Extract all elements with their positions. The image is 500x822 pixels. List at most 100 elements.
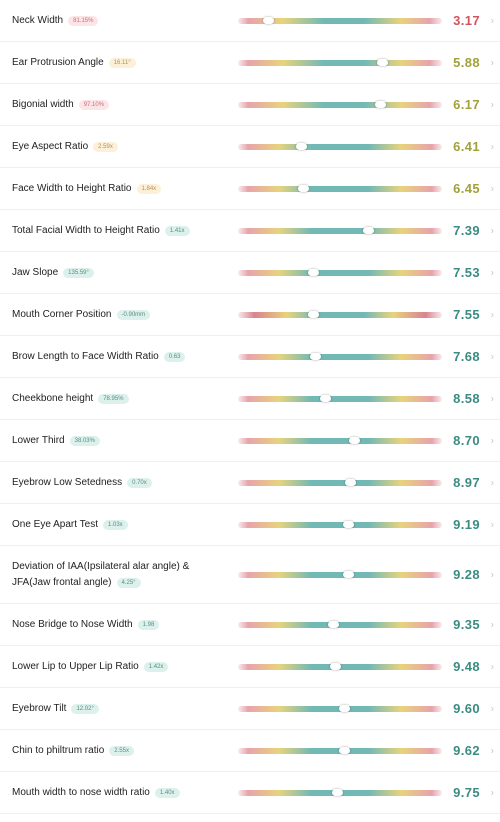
chevron-right-icon[interactable]: › [490,57,494,68]
chevron-right-icon[interactable]: › [490,267,494,278]
metric-score: 7.39 [453,222,480,238]
score-marker-handle [307,311,319,318]
metric-label-area: One Eye Apart Test 1.03x [12,504,227,545]
metric-value-badge: 12.02° [71,703,99,714]
chevron-right-icon[interactable]: › [490,183,494,194]
score-marker-handle [263,17,275,24]
chevron-right-icon[interactable]: › [490,787,494,798]
score-marker-handle [342,521,354,528]
metric-row[interactable]: Mouth Corner Position -0.90mm 7.55 › [0,294,500,336]
metric-score: 7.68 [453,348,480,364]
metric-value-badge: 97.10% [78,99,110,110]
score-gradient-bar [238,59,442,66]
score-marker-handle [377,59,389,66]
metric-row[interactable]: Total Facial Width to Height Ratio 1.41x … [0,210,500,252]
metric-row[interactable]: Brow Length to Face Width Ratio 0.63 7.68… [0,336,500,378]
metric-score: 8.97 [453,474,480,490]
metric-label-area: Chin to philtrum ratio 2.55x [12,730,227,771]
chevron-right-icon[interactable]: › [490,15,494,26]
metric-score: 6.45 [453,180,480,196]
chevron-right-icon[interactable]: › [490,225,494,236]
metric-row[interactable]: Lower Third 38.03% 8.70 › [0,420,500,462]
metric-score: 5.88 [453,54,480,70]
chevron-right-icon[interactable]: › [490,703,494,714]
chevron-right-icon[interactable]: › [490,393,494,404]
metric-row[interactable]: Mouth width to nose width ratio 1.40x 9.7… [0,772,500,814]
metric-row[interactable]: Eye Aspect Ratio 2.59x 6.41 › [0,126,500,168]
metric-name: Mouth width to nose width ratio [12,786,150,798]
metric-name: Bigonial width [12,98,74,110]
chevron-right-icon[interactable]: › [490,661,494,672]
metric-name: Lower Third [12,434,65,446]
metric-value-badge: 1.84x [136,183,162,194]
metric-row[interactable]: Neck Width 81.15% 3.17 › [0,0,500,42]
metric-value-badge: 16.11° [108,57,136,68]
chevron-right-icon[interactable]: › [490,519,494,530]
score-gradient-bar [238,269,442,276]
metric-value-badge: 1.98 [137,619,160,630]
metric-label-area: Ear Protrusion Angle 16.11° [12,42,227,83]
metric-name: Mouth Corner Position [12,308,112,320]
metric-label-area: Eye Aspect Ratio 2.59x [12,126,227,167]
metric-label-area: Eyebrow Tilt 12.02° [12,688,227,729]
metric-name: Ear Protrusion Angle [12,56,104,68]
score-gradient-bar [238,747,442,754]
score-marker-handle [344,479,356,486]
chevron-right-icon[interactable]: › [490,745,494,756]
metric-score: 3.17 [453,12,480,28]
metric-score: 6.17 [453,96,480,112]
metric-row[interactable]: Face Width to Height Ratio 1.84x 6.45 › [0,168,500,210]
chevron-right-icon[interactable]: › [490,569,494,580]
score-gradient-bar [238,789,442,796]
chevron-right-icon[interactable]: › [490,435,494,446]
metric-label-area: Bigonial width 97.10% [12,84,227,125]
metric-name: Eyebrow Low Setedness [12,476,123,488]
metric-row[interactable]: Eyebrow Tilt 12.02° 9.60 › [0,688,500,730]
metric-row[interactable]: Deviation of IAA(Ipsilateral alar angle)… [0,546,500,604]
chevron-right-icon[interactable]: › [490,309,494,320]
chevron-right-icon[interactable]: › [490,351,494,362]
metric-row[interactable]: Chin to philtrum ratio 2.55x 9.62 › [0,730,500,772]
metric-score: 8.58 [453,390,480,406]
score-marker-handle [363,227,375,234]
metric-row[interactable]: Bigonial width 97.10% 6.17 › [0,84,500,126]
metric-label-area: Brow Length to Face Width Ratio 0.63 [12,336,227,377]
score-gradient-bar [238,227,442,234]
metric-label-area: Lower Third 38.03% [12,420,227,461]
metric-name: Total Facial Width to Height Ratio [12,224,160,236]
score-marker-handle [338,747,350,754]
score-gradient-bar [238,143,442,150]
metric-label-area: Jaw Slope 135.59° [12,252,227,293]
metric-row[interactable]: One Eye Apart Test 1.03x 9.19 › [0,504,500,546]
chevron-right-icon[interactable]: › [490,477,494,488]
metric-value-badge: 1.41x [164,225,190,236]
chevron-right-icon[interactable]: › [490,99,494,110]
score-gradient-bar [238,395,442,402]
chevron-right-icon[interactable]: › [490,141,494,152]
metric-row[interactable]: Jaw Slope 135.59° 7.53 › [0,252,500,294]
metric-name: Deviation of IAA(Ipsilateral alar angle)… [12,560,190,588]
metric-row[interactable]: Eyebrow Low Setedness 0.70x 8.97 › [0,462,500,504]
metric-label-area: Cheekbone height 78.95% [12,378,227,419]
score-gradient-bar [238,17,442,24]
score-gradient-bar [238,311,442,318]
metric-value-badge: 1.40x [154,787,180,798]
metric-name: Face Width to Height Ratio [12,182,132,194]
metric-name: Nose Bridge to Nose Width [12,618,133,630]
metric-value-badge: 81.15% [68,15,99,26]
score-marker-handle [348,437,360,444]
score-marker-handle [307,269,319,276]
metric-row[interactable]: Lower Lip to Upper Lip Ratio 1.42x 9.48 › [0,646,500,688]
metric-value-badge: 4.25° [116,577,141,588]
metric-row[interactable]: Nose Bridge to Nose Width 1.98 9.35 › [0,604,500,646]
metric-row[interactable]: Cheekbone height 78.95% 8.58 › [0,378,500,420]
metric-value-badge: 135.59° [63,267,94,278]
chevron-right-icon[interactable]: › [490,619,494,630]
metric-name: Chin to philtrum ratio [12,744,105,756]
metric-value-badge: 0.63 [163,351,186,362]
metric-row[interactable]: Ear Protrusion Angle 16.11° 5.88 › [0,42,500,84]
metric-value-badge: 78.95% [98,393,129,404]
score-marker-handle [338,705,350,712]
metric-score: 9.28 [453,566,480,582]
metric-name: Eye Aspect Ratio [12,140,89,152]
